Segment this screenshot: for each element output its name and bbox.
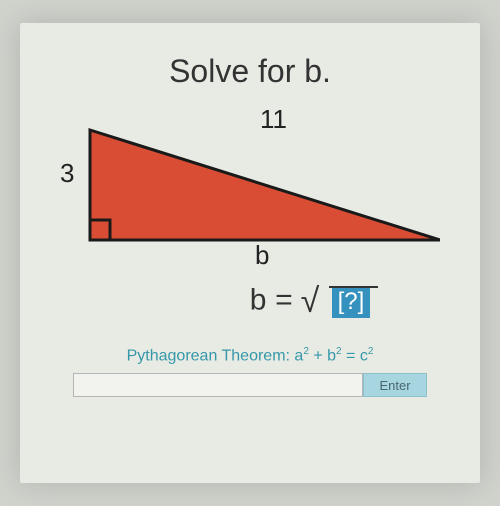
sqrt-vinculum	[329, 286, 379, 288]
answer-input[interactable]	[73, 373, 363, 397]
problem-title: Solve for b.	[40, 53, 460, 90]
theorem-c: c	[360, 347, 368, 364]
side-b-label: b	[255, 240, 269, 271]
equation-line: b = √ [?]	[40, 282, 460, 328]
triangle-svg	[60, 110, 440, 270]
side-c-label: 11	[260, 104, 287, 135]
unknown-box[interactable]: [?]	[332, 286, 371, 318]
answer-row: Enter	[40, 373, 460, 397]
theorem-plus: +	[309, 347, 327, 364]
side-a-label: 3	[60, 158, 74, 189]
sqrt-icon: √	[301, 282, 320, 321]
theorem-label: Pythagorean Theorem:	[127, 347, 290, 364]
sqrt-expression: √ [?]	[301, 282, 371, 321]
enter-button[interactable]: Enter	[363, 373, 427, 397]
theorem-eq: =	[342, 347, 360, 364]
triangle-diagram: 3 11 b	[60, 110, 440, 270]
theorem-hint: Pythagorean Theorem: a2 + b2 = c2	[40, 346, 460, 365]
equation-equals: =	[275, 283, 293, 316]
theorem-a: a	[294, 347, 303, 364]
theorem-b: b	[327, 347, 336, 364]
problem-card: Solve for b. 3 11 b b = √ [?] Pythagorea…	[20, 23, 480, 483]
exp-c: 2	[368, 346, 374, 357]
triangle-shape	[90, 130, 440, 240]
content-area: Solve for b. 3 11 b b = √ [?] Pythagorea…	[40, 53, 460, 453]
equation-lhs: b	[250, 283, 267, 316]
